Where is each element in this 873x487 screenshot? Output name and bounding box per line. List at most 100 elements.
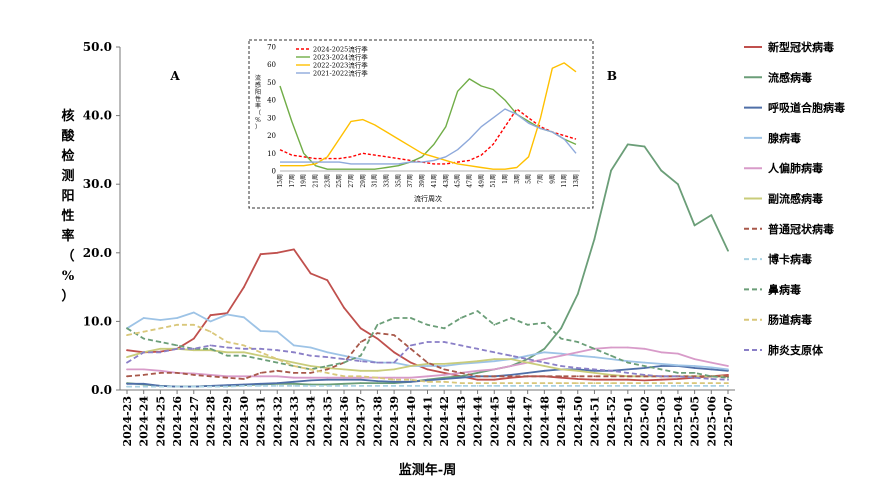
data-point bbox=[443, 380, 446, 383]
data-point bbox=[359, 376, 362, 379]
inset-series-line-1 bbox=[279, 108, 577, 165]
data-point bbox=[159, 372, 162, 374]
data-point bbox=[526, 323, 529, 326]
data-point bbox=[593, 356, 596, 358]
data-point bbox=[309, 383, 312, 386]
data-point bbox=[643, 385, 646, 387]
data-point bbox=[209, 385, 212, 388]
data-point bbox=[226, 346, 229, 349]
data-point bbox=[226, 341, 229, 343]
data-point bbox=[610, 346, 612, 349]
inset-x-tick-label: 17周 bbox=[289, 174, 296, 188]
legend-label: 普通冠状病毒 bbox=[768, 222, 834, 236]
data-point bbox=[409, 380, 412, 383]
data-point bbox=[543, 351, 546, 354]
data-point bbox=[359, 341, 362, 343]
data-point bbox=[142, 351, 145, 354]
data-point bbox=[510, 354, 512, 357]
data-point bbox=[192, 347, 195, 350]
inset-y-tick-label: 0 bbox=[272, 168, 276, 176]
data-point bbox=[593, 385, 596, 387]
data-point bbox=[126, 385, 128, 388]
x-tick-label: 2024-25 bbox=[154, 396, 167, 447]
data-point bbox=[510, 358, 512, 360]
data-point bbox=[710, 361, 713, 364]
data-point bbox=[309, 385, 312, 387]
x-tick-label: 2024-48 bbox=[538, 396, 551, 447]
data-point bbox=[326, 385, 329, 387]
inset-x-tick-label: 25周 bbox=[336, 174, 343, 188]
data-point bbox=[142, 330, 145, 333]
data-point bbox=[259, 375, 262, 378]
x-tick-label: 2024-51 bbox=[588, 396, 601, 447]
inset-x-tick-label: 11周 bbox=[561, 174, 568, 188]
data-point bbox=[293, 248, 295, 251]
data-point bbox=[293, 351, 295, 354]
inset-x-tick-label: 39周 bbox=[419, 174, 426, 188]
data-point bbox=[727, 385, 729, 387]
data-point bbox=[293, 382, 295, 385]
inset-y-tick-label: 60 bbox=[267, 61, 276, 69]
legend-label: 人偏肺病毒 bbox=[768, 161, 823, 175]
data-point bbox=[259, 354, 262, 357]
data-point bbox=[343, 306, 345, 309]
data-point bbox=[576, 354, 579, 357]
data-point bbox=[359, 385, 362, 387]
data-point bbox=[660, 378, 663, 381]
series-line-7 bbox=[126, 332, 728, 380]
inset-x-tick-label: 23周 bbox=[324, 174, 331, 188]
data-point bbox=[126, 361, 128, 364]
x-tick-label: 2024-36 bbox=[338, 396, 351, 447]
inset-x-axis-title: 流行周次 bbox=[414, 194, 442, 203]
data-point bbox=[243, 383, 245, 386]
data-point bbox=[693, 372, 696, 374]
data-point bbox=[576, 367, 579, 369]
x-tick-label: 2024-23 bbox=[121, 396, 134, 447]
data-point bbox=[126, 349, 128, 352]
data-point bbox=[326, 279, 329, 282]
data-point bbox=[576, 378, 579, 380]
data-point bbox=[543, 361, 546, 364]
main-legend: 新型冠状病毒流感病毒呼吸道合胞病毒腺病毒人偏肺病毒副流感病毒普通冠状病毒博卡病毒… bbox=[744, 40, 845, 357]
data-point bbox=[727, 369, 729, 372]
data-point bbox=[560, 368, 562, 371]
x-tick-label: 2025-05 bbox=[689, 396, 702, 447]
data-point bbox=[243, 375, 245, 378]
data-point bbox=[460, 376, 462, 379]
data-point bbox=[243, 351, 245, 354]
data-point bbox=[610, 382, 612, 384]
data-point bbox=[727, 376, 729, 379]
data-point bbox=[309, 346, 312, 349]
data-point bbox=[409, 347, 412, 350]
data-point bbox=[560, 375, 562, 378]
data-point bbox=[226, 385, 229, 388]
data-point bbox=[409, 385, 412, 387]
inset-y-tick-label: 20 bbox=[267, 132, 276, 140]
data-point bbox=[643, 347, 646, 350]
data-point bbox=[693, 385, 696, 387]
data-point bbox=[560, 365, 562, 367]
data-point bbox=[476, 361, 479, 364]
data-point bbox=[276, 382, 279, 384]
data-point bbox=[727, 365, 729, 367]
data-point bbox=[526, 385, 529, 387]
data-point bbox=[693, 365, 696, 367]
data-point bbox=[560, 327, 562, 330]
data-point bbox=[443, 378, 446, 380]
data-point bbox=[476, 382, 479, 384]
data-point bbox=[576, 369, 579, 372]
legend-label: 呼吸道合胞病毒 bbox=[768, 101, 845, 115]
x-tick-label: 2024-35 bbox=[321, 396, 334, 447]
data-point bbox=[643, 367, 646, 369]
data-point bbox=[176, 344, 179, 347]
data-point bbox=[326, 368, 329, 371]
data-point bbox=[460, 317, 462, 319]
data-point bbox=[276, 251, 279, 254]
data-point bbox=[409, 378, 412, 381]
data-point bbox=[209, 347, 212, 350]
data-point bbox=[510, 376, 512, 379]
data-point bbox=[276, 330, 279, 333]
inset-y-tick-label: 10 bbox=[267, 150, 276, 158]
data-point bbox=[543, 358, 546, 360]
data-point bbox=[426, 380, 429, 383]
